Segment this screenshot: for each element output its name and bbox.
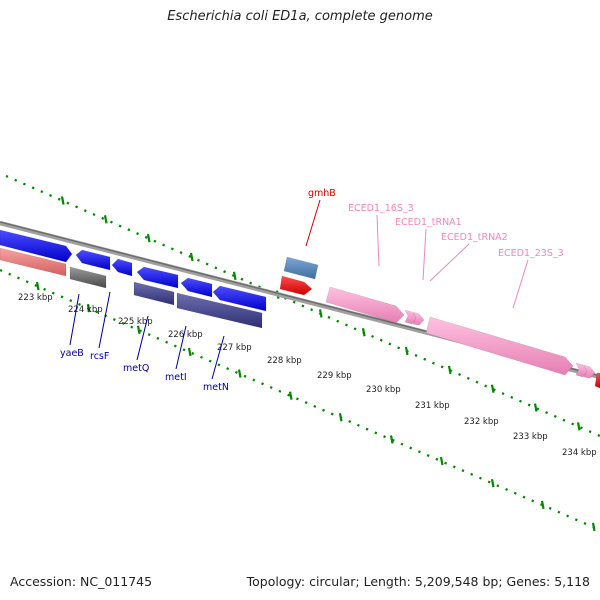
tick-label: 225 kbp	[118, 317, 153, 327]
inner-tick-mark	[439, 456, 444, 466]
outer-tick-mark	[146, 233, 151, 243]
tick-label: 223 kbp	[18, 293, 53, 303]
gene-feature-navy-1	[133, 281, 175, 306]
tick-label: 229 kbp	[317, 371, 352, 381]
inner-tick-mark	[136, 325, 141, 335]
tick-label: 231 kbp	[415, 401, 450, 411]
gene-feature-pink-2	[425, 316, 574, 376]
gene-leader-line	[305, 199, 321, 247]
gene-leader-line	[512, 259, 529, 309]
outer-tick-mark	[60, 196, 65, 205]
map-title: Escherichia coli ED1a, complete genome	[167, 9, 433, 24]
inner-tick-mark	[288, 391, 293, 400]
inner-tick-mark	[389, 435, 394, 444]
gene-feature-blue-1	[0, 229, 73, 263]
gene-feature-blue-6	[212, 285, 267, 312]
gene-feature-pink-arrow-4	[583, 364, 596, 379]
gene-feature-salmon	[0, 247, 67, 277]
gene-label: yaeB	[60, 348, 84, 359]
inner-tick-mark	[591, 522, 596, 532]
inner-tick-mark	[237, 369, 242, 378]
outer-tick-mark	[533, 403, 538, 412]
gene-feature-gray	[69, 266, 107, 289]
gene-feature-pink-arrow-2	[412, 311, 425, 326]
inner-tick-marks	[35, 281, 596, 532]
gene-feature-blue-3	[111, 258, 133, 277]
accession-text: Accession: NC_011745	[10, 574, 153, 589]
inner-tick-mark	[338, 413, 343, 422]
gene-label: gmhB	[308, 188, 336, 199]
gene-label: rcsF	[90, 351, 109, 362]
gene-feature-pink-arrow-1	[404, 309, 418, 325]
topology-text: Topology: circular; Length: 5,209,548 bp…	[246, 574, 590, 589]
outer-tick-mark	[103, 215, 108, 224]
gene-label: ECED1_tRNA2	[441, 232, 508, 243]
outer-dotted-ring	[5, 174, 600, 438]
gene-leader-line	[136, 315, 149, 361]
gene-feature-steel	[283, 256, 319, 280]
gene-label: metN	[203, 382, 229, 393]
outer-tick-mark	[189, 252, 194, 262]
gene-feature-pink-arrow-3	[575, 362, 589, 378]
gene-leader-line	[422, 228, 427, 281]
gene-leader-line	[175, 325, 187, 370]
outer-tick-mark	[576, 422, 581, 431]
inner-tick-mark	[490, 478, 495, 488]
tick-label: 228 kbp	[267, 356, 302, 366]
tick-label: 234 kbp	[562, 448, 597, 458]
gene-label: ECED1_16S_3	[348, 203, 414, 214]
gene-leader-line	[211, 335, 225, 380]
gene-label: ECED1_tRNA1	[395, 217, 462, 228]
tick-label: 232 kbp	[464, 417, 499, 427]
gene-labels: yaeB rcsF metQ metI metN gmhB ECED1_16S_3 ECED1…	[60, 188, 564, 393]
gene-feature-pink-1	[325, 286, 405, 324]
gene-label: metQ	[123, 363, 149, 374]
tick-label: 233 kbp	[513, 432, 548, 442]
tick-label: 224 kbp	[68, 305, 103, 315]
gene-feature-red-edge	[594, 372, 600, 389]
tick-label: 226 kbp	[168, 330, 203, 340]
gene-leader-line	[98, 291, 111, 349]
outer-tick-mark	[361, 328, 366, 337]
gene-leader-line	[69, 293, 80, 346]
outer-tick-mark	[232, 271, 237, 281]
gene-feature-blue-5	[180, 277, 213, 298]
tick-label: 227 kbp	[217, 343, 252, 353]
outer-tick-marks	[60, 196, 581, 431]
outer-tick-mark	[447, 365, 452, 375]
gene-label: metI	[165, 372, 187, 383]
tick-labels: 223 kbp 224 kbp 225 kbp 226 kbp 227 kbp 228 k…	[18, 293, 597, 458]
gene-features	[0, 229, 600, 389]
inner-tick-mark	[187, 347, 192, 357]
outer-tick-mark	[318, 309, 323, 318]
gene-feature-navy-2	[176, 292, 263, 329]
gene-feature-red	[279, 275, 313, 296]
inner-tick-mark	[35, 281, 40, 291]
tick-label: 230 kbp	[366, 385, 401, 395]
gene-feature-blue-2	[75, 249, 111, 271]
gene-label: ECED1_23S_3	[498, 248, 564, 259]
outer-tick-mark	[490, 384, 495, 393]
inner-tick-mark	[86, 303, 91, 313]
gene-feature-blue-4	[136, 266, 179, 289]
gene-leader-line	[376, 214, 380, 267]
gene-leader-line	[429, 243, 470, 282]
outer-tick-mark	[404, 346, 409, 356]
inner-tick-mark	[540, 500, 545, 510]
